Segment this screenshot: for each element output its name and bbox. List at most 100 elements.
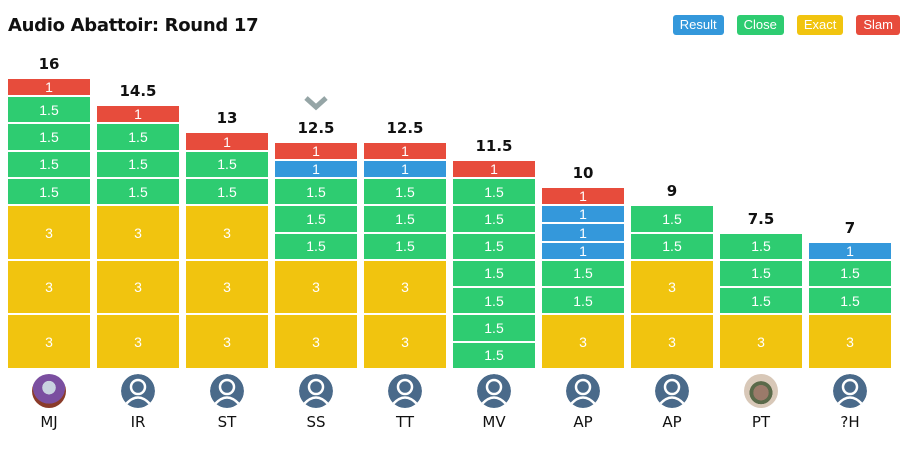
chevron-down-icon	[304, 96, 328, 111]
score-column: 3 3 1.5 1.5 1.5 1 1	[275, 140, 357, 368]
score-total: 16	[38, 54, 60, 73]
score-segment-close[interactable]: 1.5	[720, 286, 802, 314]
score-segment-exact[interactable]: 3	[631, 313, 713, 368]
score-total: 11.5	[475, 136, 513, 155]
score-segment-close[interactable]: 1.5	[542, 258, 624, 287]
score-segment-close[interactable]: 1.5	[275, 204, 357, 232]
score-segment-result[interactable]: 1	[364, 158, 446, 177]
player-name: AP	[573, 413, 593, 431]
score-segment-close[interactable]: 1.5	[8, 122, 90, 150]
score-total: 7	[844, 218, 856, 237]
score-column: 3 1.5 1.5 1 1 1 1	[542, 186, 624, 368]
score-segment-close[interactable]: 1.5	[275, 176, 357, 205]
score-segment-exact[interactable]: 3	[186, 204, 268, 259]
score-segment-exact[interactable]: 3	[8, 313, 90, 368]
score-segment-exact[interactable]: 3	[275, 313, 357, 368]
user-avatar-icon[interactable]	[477, 374, 511, 408]
player-name: ST	[217, 413, 237, 431]
score-segment-slam[interactable]: 1	[364, 140, 446, 159]
score-column: 1.5 1.5 1.5 1.5 1.5 1.5 1.5 1	[453, 158, 535, 368]
score-segment-exact[interactable]: 3	[186, 313, 268, 368]
player-name: SS	[306, 413, 326, 431]
score-segment-slam[interactable]: 1	[186, 131, 268, 150]
score-segment-close[interactable]: 1.5	[97, 149, 179, 177]
score-column: 3 1.5 1.5 1.5	[720, 231, 802, 368]
scores-chart: 3 3 3 1.5 1.5 1.5 1.5 1 16 MJ 3 3 3 1.5 1.5 1.5 1 14.5 IR 3…	[8, 0, 908, 449]
score-segment-close[interactable]: 1.5	[453, 231, 535, 259]
score-segment-close[interactable]: 1.5	[542, 286, 624, 314]
avatar[interactable]	[32, 374, 66, 408]
score-segment-exact[interactable]: 3	[542, 313, 624, 368]
score-segment-close[interactable]: 1.5	[453, 340, 535, 368]
user-avatar-icon[interactable]	[121, 374, 155, 408]
avatar[interactable]	[744, 374, 778, 408]
score-segment-exact[interactable]: 3	[364, 313, 446, 368]
score-segment-slam[interactable]: 1	[8, 76, 90, 96]
score-segment-close[interactable]: 1.5	[631, 204, 713, 232]
score-segment-result[interactable]: 1	[275, 158, 357, 177]
score-segment-exact[interactable]: 3	[8, 204, 90, 259]
user-avatar-icon[interactable]	[388, 374, 422, 408]
score-segment-close[interactable]: 1.5	[364, 176, 446, 205]
score-segment-slam[interactable]: 1	[275, 140, 357, 159]
player-name: TT	[395, 413, 415, 431]
score-segment-result[interactable]: 1	[542, 222, 624, 241]
score-segment-close[interactable]: 1.5	[453, 176, 535, 205]
score-segment-slam[interactable]: 1	[97, 104, 179, 123]
score-segment-close[interactable]: 1.5	[364, 204, 446, 232]
score-segment-close[interactable]: 1.5	[364, 231, 446, 259]
score-segment-close[interactable]: 1.5	[97, 122, 179, 150]
score-segment-close[interactable]: 1.5	[8, 95, 90, 123]
score-segment-result[interactable]: 1	[809, 240, 891, 259]
score-segment-exact[interactable]: 3	[8, 258, 90, 314]
score-segment-close[interactable]: 1.5	[809, 258, 891, 287]
score-segment-close[interactable]: 1.5	[8, 149, 90, 177]
score-total: 14.5	[119, 82, 157, 101]
user-avatar-icon[interactable]	[566, 374, 600, 408]
score-column: 3 3 3 1.5 1.5 1	[186, 131, 268, 368]
player-name: IR	[130, 413, 146, 431]
legend-exact: Exact	[796, 15, 844, 35]
user-avatar-icon[interactable]	[833, 374, 867, 408]
score-column: 3 3 3 1.5 1.5 1.5 1	[97, 104, 179, 368]
score-segment-close[interactable]: 1.5	[720, 258, 802, 287]
score-total: 12.5	[297, 118, 335, 137]
score-segment-close[interactable]: 1.5	[453, 258, 535, 287]
score-segment-close[interactable]: 1.5	[186, 176, 268, 205]
score-segment-close[interactable]: 1.5	[809, 286, 891, 314]
score-segment-close[interactable]: 1.5	[453, 204, 535, 232]
score-column: 3 3 1.5 1.5	[631, 204, 713, 368]
score-segment-exact[interactable]: 3	[97, 313, 179, 368]
player-name: ?H	[840, 413, 860, 431]
score-segment-result[interactable]: 1	[542, 204, 624, 223]
score-segment-exact[interactable]: 3	[275, 258, 357, 314]
score-segment-exact[interactable]: 3	[809, 313, 891, 368]
score-segment-exact[interactable]: 3	[186, 258, 268, 314]
user-avatar-icon[interactable]	[299, 374, 333, 408]
score-column: 3 3 1.5 1.5 1.5 1 1	[364, 140, 446, 368]
score-segment-close[interactable]: 1.5	[453, 313, 535, 341]
score-segment-close[interactable]: 1.5	[720, 231, 802, 259]
player-name: PT	[751, 413, 771, 431]
score-segment-result[interactable]: 1	[542, 240, 624, 259]
score-segment-exact[interactable]: 3	[97, 258, 179, 314]
score-segment-close[interactable]: 1.5	[186, 149, 268, 177]
score-segment-close[interactable]: 1.5	[97, 176, 179, 205]
score-segment-close[interactable]: 1.5	[275, 231, 357, 259]
score-segment-exact[interactable]: 3	[364, 258, 446, 314]
score-column: 3 1.5 1.5 1	[809, 240, 891, 368]
score-total: 10	[572, 164, 594, 182]
score-segment-exact[interactable]: 3	[720, 313, 802, 368]
player-name: MJ	[40, 413, 58, 431]
score-segment-slam[interactable]: 1	[542, 186, 624, 205]
score-segment-close[interactable]: 1.5	[453, 286, 535, 314]
score-segment-close[interactable]: 1.5	[8, 176, 90, 205]
score-segment-slam[interactable]: 1	[453, 158, 535, 177]
page-title: Audio Abattoir: Round 17	[8, 15, 259, 36]
score-segment-exact[interactable]: 3	[97, 204, 179, 259]
user-avatar-icon[interactable]	[210, 374, 244, 408]
player-name: MV	[482, 413, 506, 431]
user-avatar-icon[interactable]	[655, 374, 689, 408]
score-segment-close[interactable]: 1.5	[631, 231, 713, 259]
score-segment-exact[interactable]: 3	[631, 258, 713, 314]
